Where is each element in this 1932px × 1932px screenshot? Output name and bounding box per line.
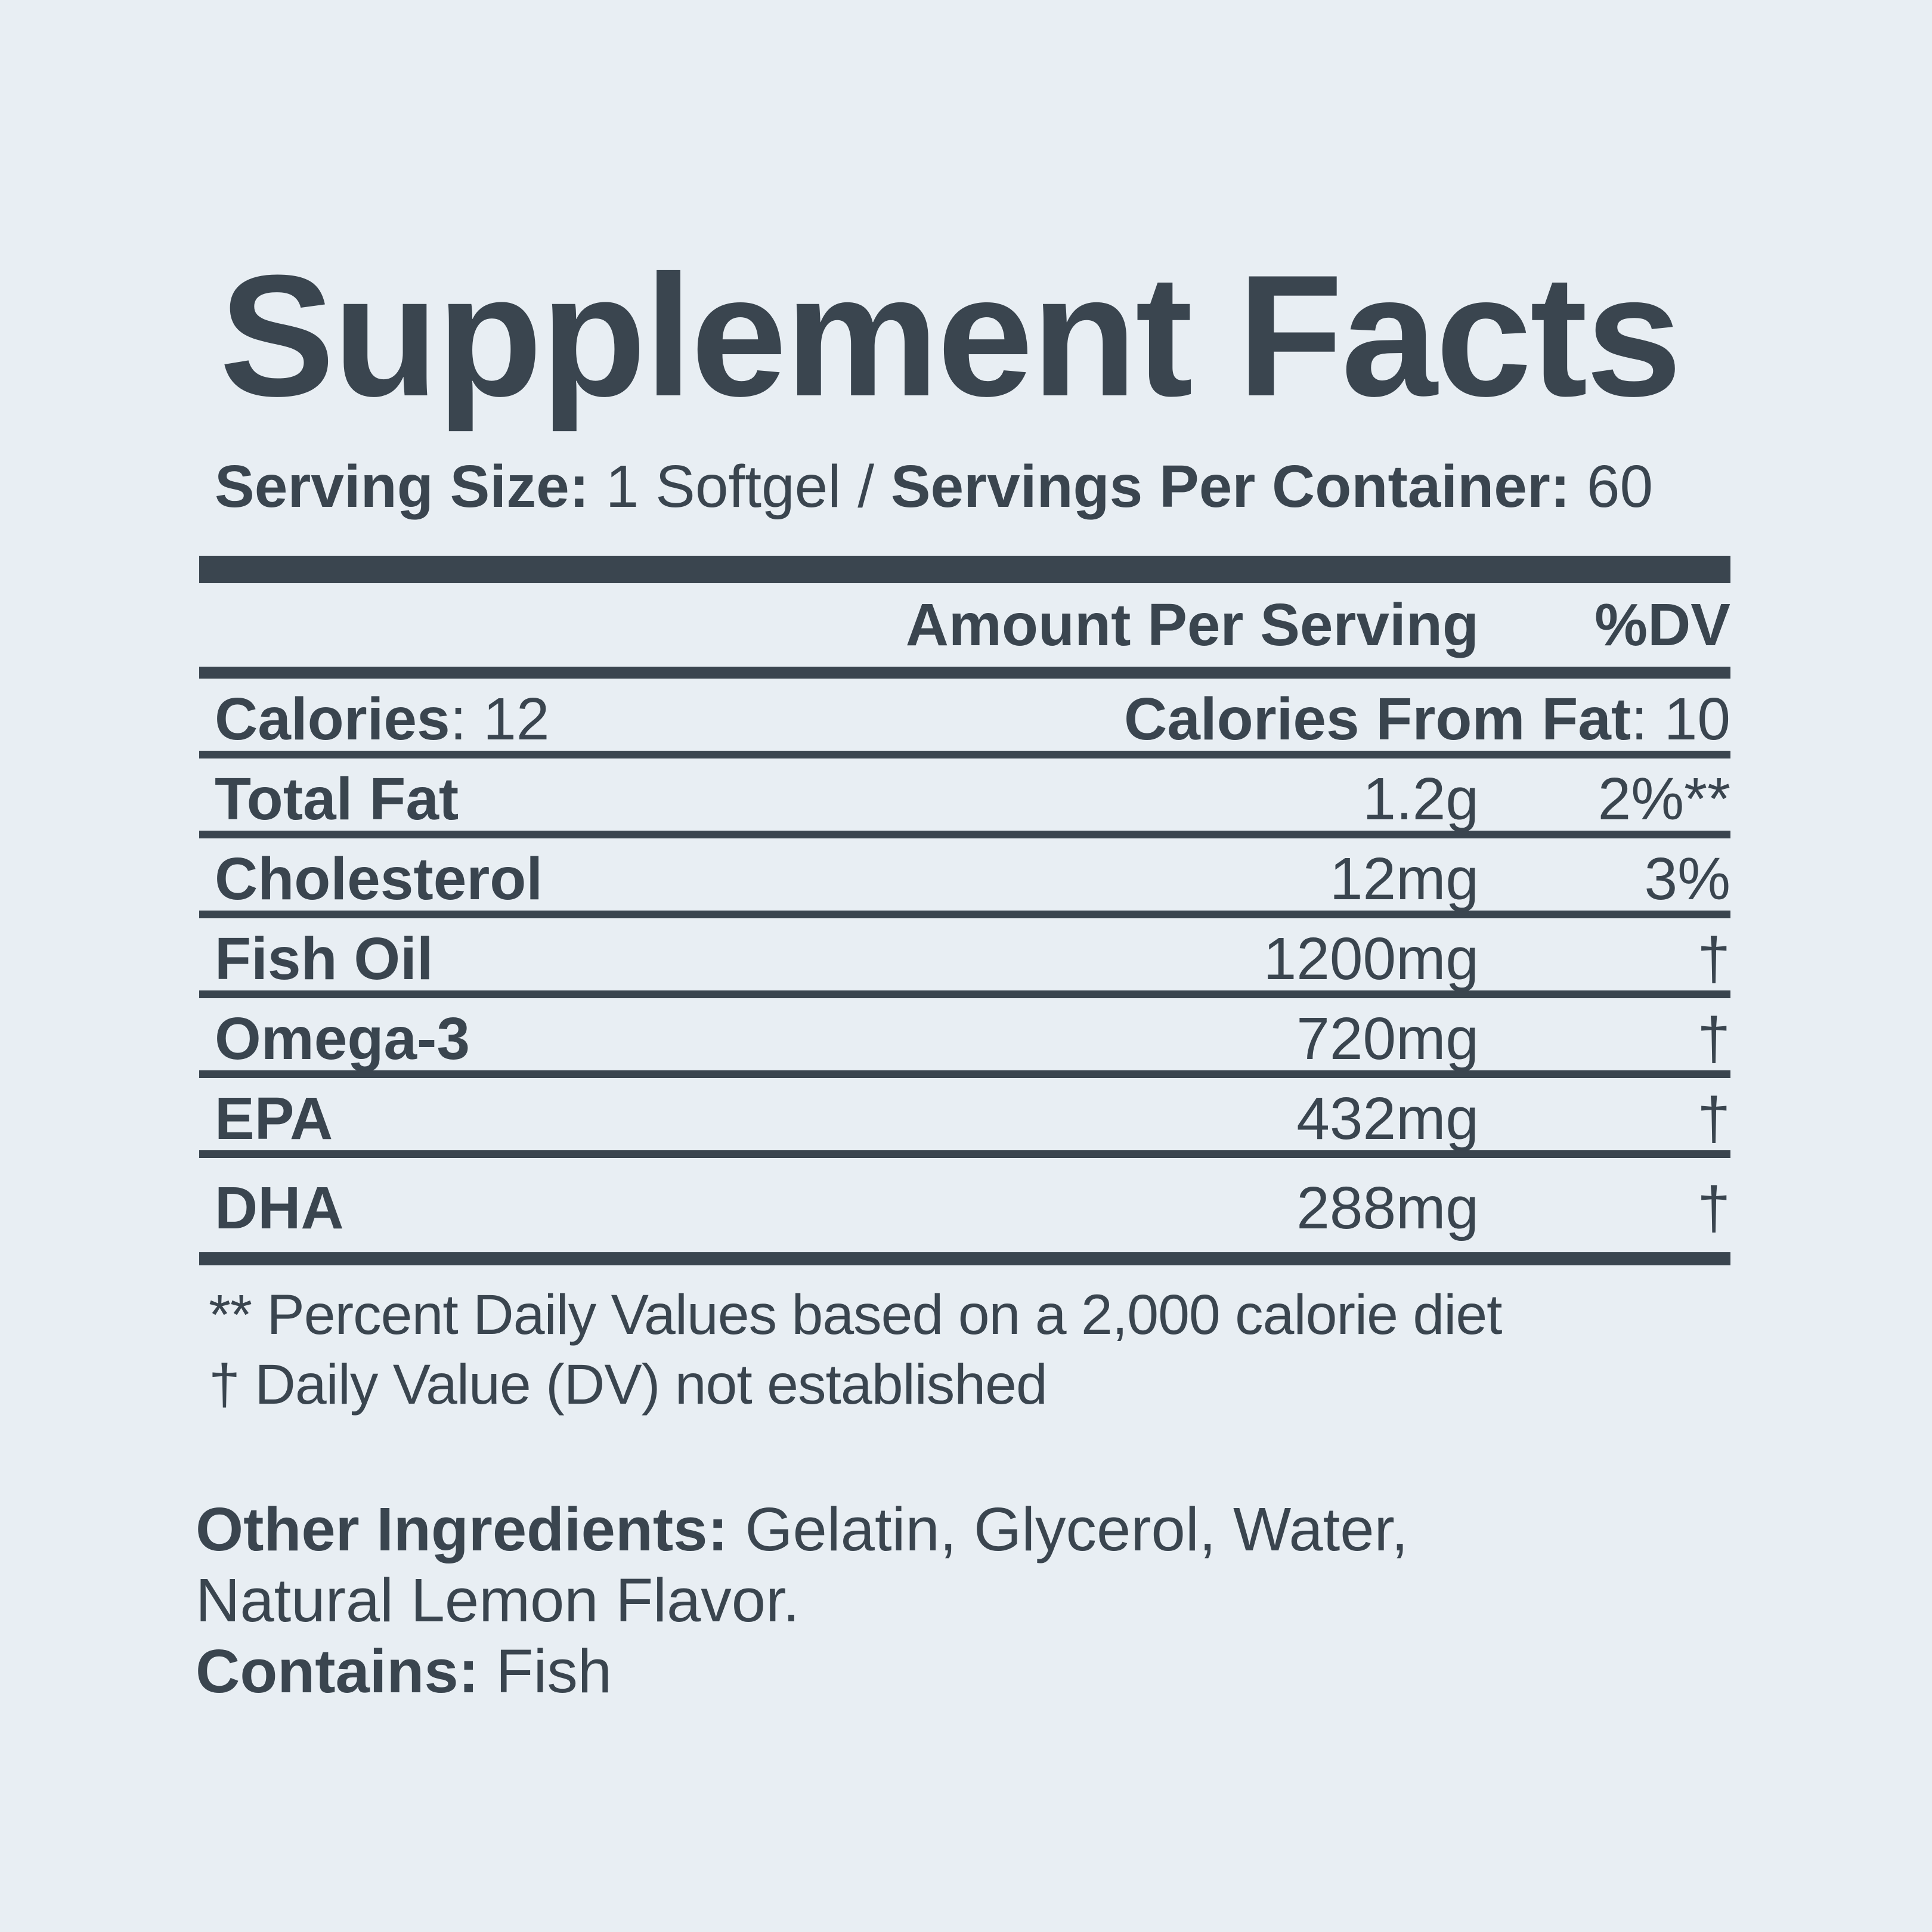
nutrient-amount: 12mg <box>1329 845 1479 912</box>
table-row: Cholesterol 12mg 3% <box>199 838 1730 918</box>
nutrient-amount: 1200mg <box>1263 925 1479 992</box>
calories-label: Calories <box>215 685 450 753</box>
nutrient-name: Cholesterol <box>215 845 543 912</box>
table-row: Total Fat 1.2g 2%** <box>199 758 1730 838</box>
servings-per-container-label: Servings Per Container: <box>890 453 1571 520</box>
nutrient-dv: † <box>1697 1175 1730 1241</box>
bottom-divider-bar <box>199 1252 1730 1265</box>
percent-dv-header: %DV <box>1594 592 1730 658</box>
other-ingredients-values: Gelatin, Glycerol, Water, <box>727 1495 1408 1563</box>
supplement-facts-label: Supplement Facts Serving Size: 1 Softgel… <box>0 249 1932 1707</box>
contains-value: Fish <box>478 1637 612 1705</box>
other-ingredients-line1: Other Ingredients: Gelatin, Glycerol, Wa… <box>196 1494 1730 1565</box>
serving-size-label: Serving Size: <box>215 453 589 520</box>
top-divider-bar <box>199 556 1730 583</box>
nutrient-rows: Total Fat 1.2g 2%** Cholesterol 12mg 3% … <box>199 758 1730 1252</box>
other-ingredients-line2: Natural Lemon Flavor. <box>196 1566 800 1634</box>
nutrient-dv: 3% <box>1644 845 1730 912</box>
table-header-row: Amount Per Serving %DV <box>199 583 1730 667</box>
table-row: Omega-3 720mg † <box>199 998 1730 1078</box>
amount-per-serving-header: Amount Per Serving <box>905 592 1479 658</box>
nutrient-dv: † <box>1697 925 1730 992</box>
calories-cell: Calories: 12 <box>215 689 549 749</box>
nutrient-dv: 2%** <box>1597 765 1730 832</box>
nutrient-name: EPA <box>215 1085 333 1152</box>
calories-from-fat-label: Calories From Fat <box>1124 685 1631 753</box>
nutrient-amount: 432mg <box>1296 1085 1479 1152</box>
nutrient-name: Omega-3 <box>215 1005 470 1072</box>
serving-size-value: 1 Softgel / <box>589 453 891 520</box>
page-title: Supplement Facts <box>219 239 1682 432</box>
nutrient-name: DHA <box>215 1175 344 1241</box>
nutrient-dv: † <box>1697 1005 1730 1072</box>
other-ingredients-label: Other Ingredients: <box>196 1495 728 1563</box>
contains-line: Contains: Fish <box>196 1636 1730 1707</box>
servings-per-container-value: 60 <box>1570 453 1654 520</box>
table-row: EPA 432mg † <box>199 1078 1730 1158</box>
nutrient-amount: 720mg <box>1296 1005 1479 1072</box>
calories-from-fat-value: : 10 <box>1631 685 1730 753</box>
contains-label: Contains: <box>196 1637 479 1705</box>
nutrient-amount: 1.2g <box>1363 765 1479 832</box>
footnote-dv-not-established: † Daily Value (DV) not established <box>209 1353 1048 1416</box>
nutrient-name: Fish Oil <box>215 925 434 992</box>
nutrient-name: Total Fat <box>215 765 459 832</box>
header-divider-bar <box>199 667 1730 679</box>
nutrient-amount: 288mg <box>1296 1175 1479 1241</box>
serving-info: Serving Size: 1 Softgel / Servings Per C… <box>215 457 1730 516</box>
nutrient-dv: † <box>1697 1085 1730 1152</box>
footnotes: ** Percent Daily Values based on a 2,000… <box>209 1280 1730 1420</box>
footnote-daily-values: ** Percent Daily Values based on a 2,000… <box>209 1283 1503 1346</box>
table-row: DHA 288mg † <box>199 1158 1730 1252</box>
calories-row: Calories: 12 Calories From Fat: 10 <box>199 679 1730 758</box>
other-ingredients-block: Other Ingredients: Gelatin, Glycerol, Wa… <box>196 1494 1730 1707</box>
calories-from-fat-cell: Calories From Fat: 10 <box>1124 689 1730 749</box>
table-row: Fish Oil 1200mg † <box>199 918 1730 998</box>
calories-value: : 12 <box>450 685 550 753</box>
